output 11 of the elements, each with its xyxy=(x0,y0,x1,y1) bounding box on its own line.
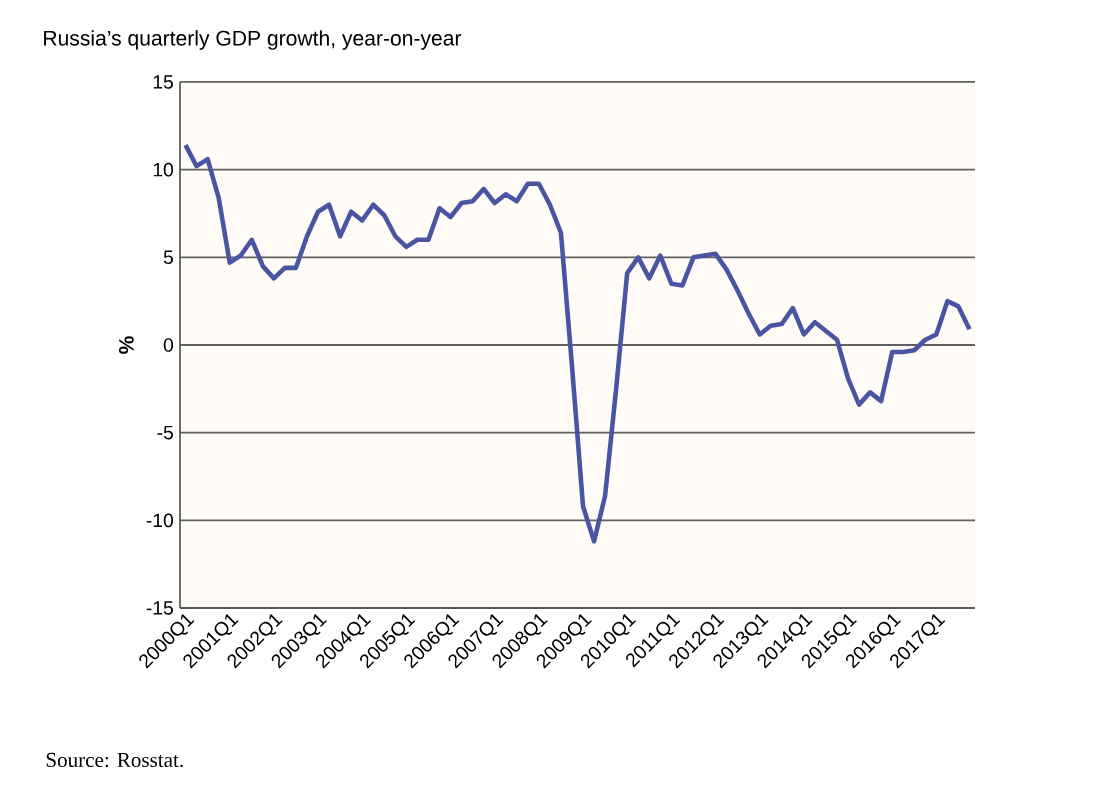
y-tick-label: -10 xyxy=(146,513,174,528)
y-tick-label: 0 xyxy=(163,338,174,352)
y-tick-label: -5 xyxy=(157,425,173,440)
y-tick-label: 5 xyxy=(163,250,173,265)
y-axis-title: % xyxy=(118,336,134,354)
y-tick-label: 15 xyxy=(153,75,173,89)
line-series xyxy=(183,142,972,544)
chart-title: Russia’s quarterly GDP growth, year-on-year xyxy=(44,30,462,50)
y-tick-label: 10 xyxy=(153,162,174,177)
y-tick-label: -15 xyxy=(146,601,173,615)
source-note: Source: Rosstat. xyxy=(46,752,183,768)
